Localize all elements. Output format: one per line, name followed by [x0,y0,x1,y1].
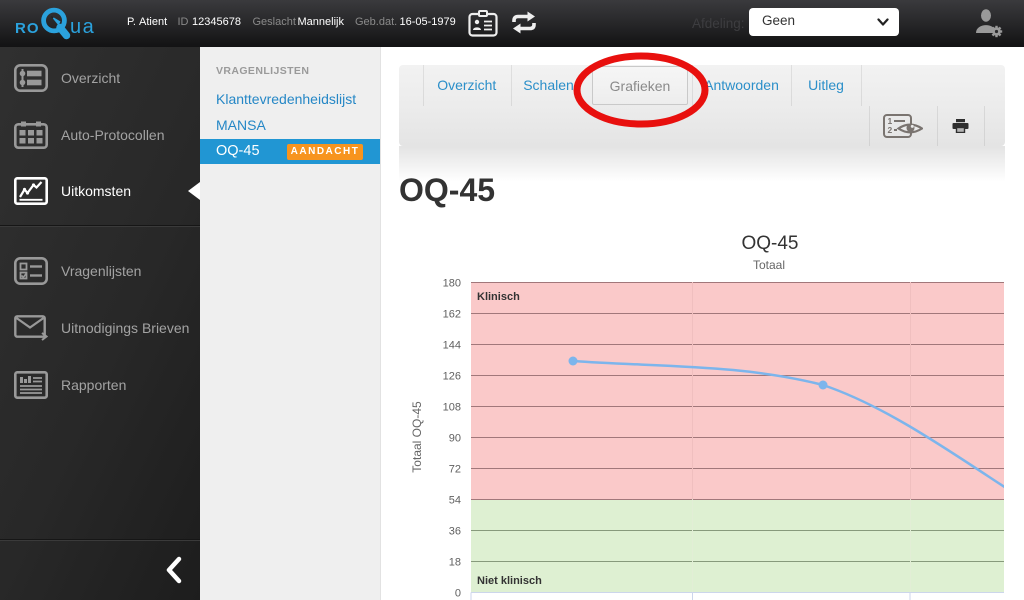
svg-text:144: 144 [443,340,461,352]
svg-text:1: 1 [888,116,893,126]
svg-text:Totaal OQ-45: Totaal OQ-45 [410,401,424,473]
svg-text:180: 180 [443,278,461,290]
svg-text:108: 108 [443,402,461,414]
svg-text:2: 2 [888,125,893,135]
svg-text:126: 126 [443,371,461,383]
svg-text:72: 72 [449,464,461,476]
svg-text:18: 18 [449,557,461,569]
svg-text:90: 90 [449,433,461,445]
svg-text:0: 0 [455,588,461,600]
svg-text:ua: ua [70,16,95,38]
svg-text:54: 54 [449,495,461,507]
svg-text:Klinisch: Klinisch [477,291,520,303]
svg-text:36: 36 [449,526,461,538]
svg-text:Totaal: Totaal [753,258,785,272]
svg-text:Niet klinisch: Niet klinisch [477,575,542,587]
svg-text:RO: RO [15,20,40,37]
svg-text:162: 162 [443,309,461,321]
svg-text:OQ-45: OQ-45 [741,233,798,254]
